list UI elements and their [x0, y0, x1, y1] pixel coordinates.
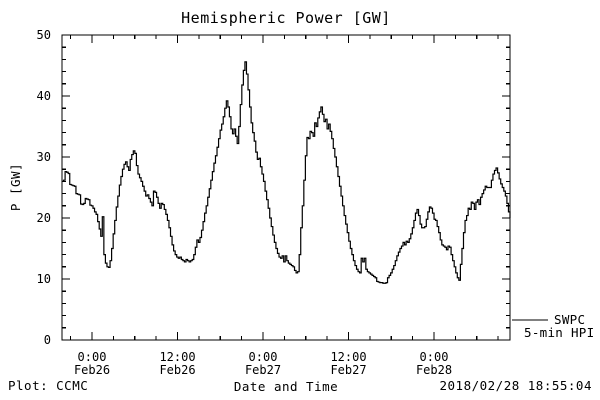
- x-axis-tick-label-date: Feb27: [330, 363, 366, 377]
- x-axis-tick-label-date: Feb26: [159, 363, 195, 377]
- x-axis-tick-label-date: Feb26: [74, 363, 110, 377]
- footer-timestamp: 2018/02/28 18:55:04: [440, 378, 593, 393]
- y-axis-label: P [GW]: [8, 163, 23, 211]
- y-axis-tick-label: 40: [37, 89, 51, 103]
- series-swpc-5min-hpi: [62, 61, 511, 284]
- plot-title: Hemispheric Power [GW]: [181, 9, 391, 27]
- x-axis-tick-label-date: Feb28: [416, 363, 452, 377]
- legend-label-line2: 5-min HPI: [524, 325, 594, 340]
- y-axis-tick-labels: 0 10 20 30 40 50: [37, 28, 51, 347]
- footer-plot-source: Plot: CCMC: [8, 378, 88, 393]
- x-axis-tick-label-time: 12:00: [330, 350, 366, 364]
- x-axis-label: Date and Time: [234, 379, 338, 394]
- data-series-group: [62, 61, 511, 284]
- legend-label-line1: SWPC: [554, 312, 585, 327]
- y-axis-tick-label: 30: [37, 150, 51, 164]
- x-axis-ticks: [70, 35, 499, 340]
- y-axis-tick-label: 20: [37, 211, 51, 225]
- plot-frame: [61, 34, 511, 341]
- y-axis-tick-label: 50: [37, 28, 51, 42]
- legend: SWPC 5-min HPI: [512, 312, 594, 340]
- x-axis-tick-labels: 0:00Feb2612:00Feb260:00Feb2712:00Feb270:…: [74, 350, 452, 377]
- y-axis-tick-label: 10: [37, 272, 51, 286]
- x-axis-tick-label-time: 0:00: [249, 350, 278, 364]
- x-axis-tick-label-time: 12:00: [159, 350, 195, 364]
- x-axis-tick-label-date: Feb27: [245, 363, 281, 377]
- x-axis-tick-label-time: 0:00: [78, 350, 107, 364]
- y-axis-ticks: [62, 34, 510, 341]
- y-axis-tick-label: 0: [44, 333, 51, 347]
- x-axis-tick-label-time: 0:00: [420, 350, 449, 364]
